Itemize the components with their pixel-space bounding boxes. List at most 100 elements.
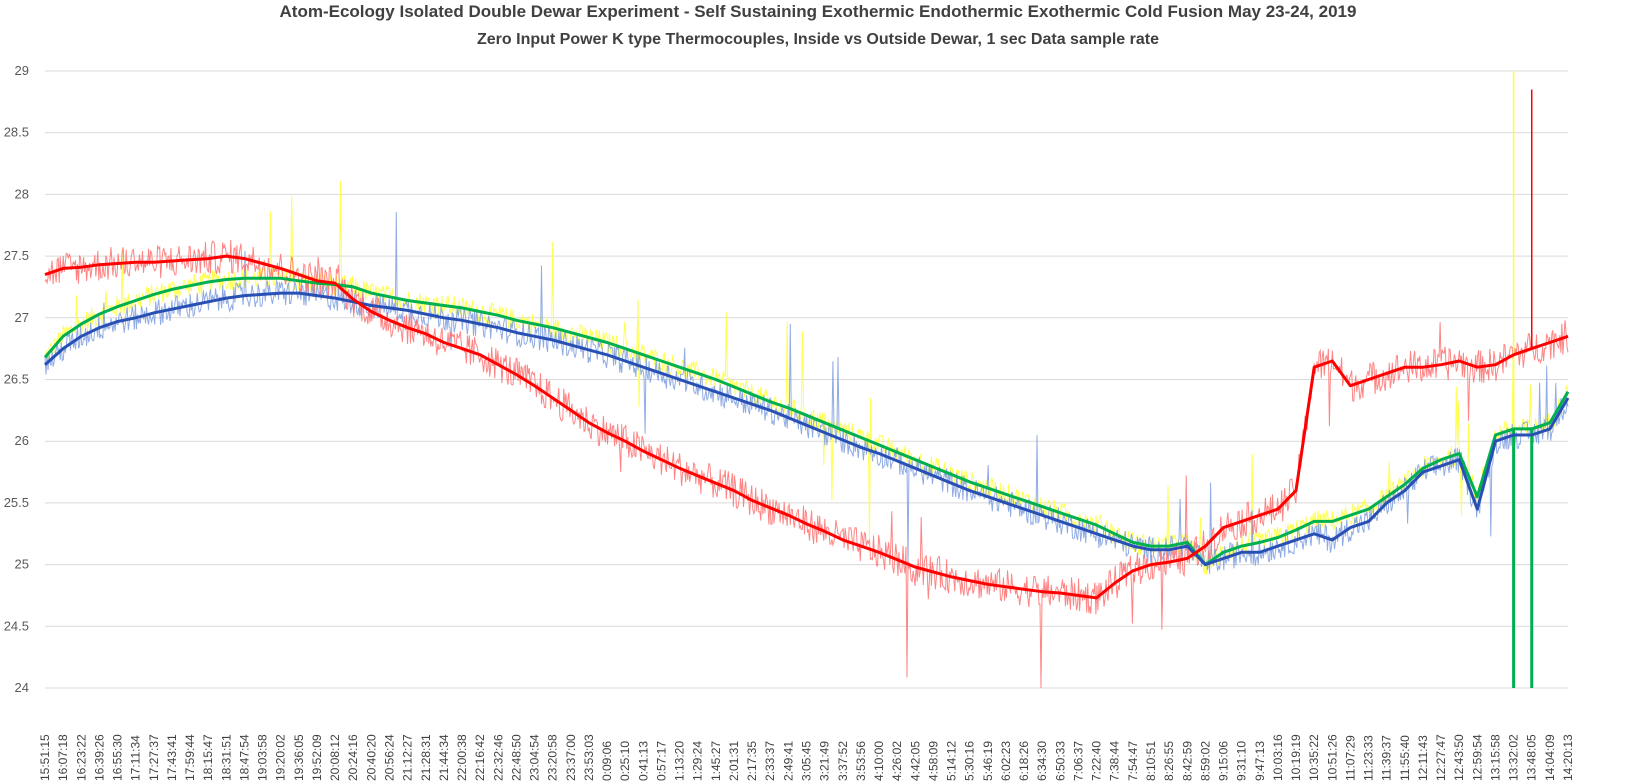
- x-tick-label: 8:26:55: [1162, 741, 1176, 781]
- x-tick-label: 17:43:41: [165, 734, 179, 781]
- x-tick-label: 0:25:10: [618, 741, 632, 781]
- x-tick-label: 11:39:37: [1380, 735, 1394, 781]
- x-tick-label: 3:37:52: [836, 741, 850, 781]
- x-tick-label: 8:59:02: [1198, 741, 1212, 781]
- x-tick-label: 16:55:30: [111, 734, 125, 781]
- x-tick-label: 3:21:49: [818, 741, 832, 781]
- x-tick-label: 5:46:19: [981, 741, 995, 781]
- x-tick-label: 17:11:34: [129, 735, 143, 781]
- x-tick-label: 14:04:09: [1543, 734, 1557, 781]
- x-tick-label: 19:03:58: [256, 734, 270, 781]
- x-tick-label: 23:04:54: [528, 734, 542, 781]
- x-tick-label: 23:53:03: [582, 734, 596, 781]
- average-series-1: [44, 291, 1570, 567]
- chart-subtitle: Zero Input Power K type Thermocouples, I…: [477, 31, 1159, 48]
- x-tick-label: 21:28:31: [419, 734, 433, 781]
- x-tick-label: 10:51:26: [1325, 734, 1339, 781]
- x-tick-label: 0:57:17: [654, 741, 668, 781]
- x-tick-label: 4:26:02: [890, 741, 904, 781]
- raw-series-0: [44, 239, 1569, 689]
- x-tick-label: 20:24:16: [346, 734, 360, 781]
- x-tick-label: 4:58:09: [926, 741, 940, 781]
- y-tick-label: 25.5: [4, 495, 29, 510]
- x-tick-label: 16:07:18: [56, 734, 70, 781]
- y-tick-label: 28.5: [4, 125, 29, 140]
- x-tick-label: 1:29:24: [691, 741, 705, 781]
- y-tick-label: 24: [15, 680, 29, 695]
- x-tick-label: 17:27:37: [147, 734, 161, 781]
- x-tick-label: 6:34:30: [1035, 741, 1049, 781]
- average-traces: [43, 254, 1570, 600]
- x-tick-label: 8:10:51: [1144, 741, 1158, 781]
- x-tick-label: 1:45:27: [709, 741, 723, 781]
- y-tick-label: 24.5: [4, 618, 29, 633]
- x-tick-label: 3:05:45: [800, 741, 814, 781]
- y-tick-label: 26: [15, 433, 29, 448]
- x-axis-ticks: 15:51:15 16:07:18 16:23:22 16:39:26 16:55:30…: [38, 734, 1575, 781]
- x-tick-label: 9:31:10: [1235, 741, 1249, 781]
- x-tick-label: 7:54:47: [1126, 741, 1140, 781]
- x-tick-label: 5:30:16: [963, 741, 977, 781]
- x-tick-label: 12:43:50: [1452, 734, 1466, 781]
- x-tick-label: 11:55:40: [1398, 735, 1412, 781]
- x-tick-label: 2:49:41: [781, 741, 795, 781]
- x-tick-label: 22:00:38: [455, 734, 469, 781]
- x-tick-label: 20:56:24: [382, 734, 396, 781]
- x-tick-label: 6:18:26: [1017, 741, 1031, 781]
- x-tick-label: 5:14:12: [945, 741, 959, 781]
- spikes: [1512, 71, 1534, 688]
- chart-title: Atom-Ecology Isolated Double Dewar Exper…: [280, 2, 1357, 21]
- x-tick-label: 0:41:13: [636, 741, 650, 781]
- x-tick-label: 18:15:47: [201, 734, 215, 781]
- x-tick-label: 7:38:44: [1108, 741, 1122, 781]
- x-tick-label: 19:20:02: [274, 734, 288, 781]
- x-tick-label: 11:23:33: [1362, 735, 1376, 781]
- y-tick-label: 27.5: [4, 248, 29, 263]
- x-tick-label: 9:47:13: [1253, 741, 1267, 781]
- x-tick-label: 10:19:19: [1289, 734, 1303, 781]
- average-series-2: [43, 276, 1570, 567]
- x-tick-label: 9:15:06: [1217, 741, 1231, 781]
- x-tick-label: 21:12:27: [401, 734, 415, 781]
- y-tick-label: 26.5: [4, 372, 29, 387]
- x-tick-label: 23:20:58: [546, 734, 560, 781]
- x-tick-label: 0:09:06: [600, 741, 614, 781]
- x-tick-label: 6:50:33: [1053, 741, 1067, 781]
- x-tick-label: 4:42:05: [908, 741, 922, 781]
- x-tick-label: 15:51:15: [38, 734, 52, 781]
- x-tick-label: 4:10:00: [872, 741, 886, 781]
- x-tick-label: 21:44:34: [437, 734, 451, 781]
- x-tick-label: 2:01:31: [727, 741, 741, 781]
- x-tick-label: 1:13:20: [673, 741, 687, 781]
- x-tick-label: 2:17:35: [745, 741, 759, 781]
- x-tick-label: 12:59:54: [1470, 734, 1484, 781]
- x-tick-label: 13:15:58: [1488, 734, 1502, 781]
- x-tick-label: 13:32:02: [1507, 734, 1521, 781]
- x-tick-label: 12:27:47: [1434, 734, 1448, 781]
- x-tick-label: 8:42:59: [1180, 741, 1194, 781]
- y-tick-label: 28: [15, 186, 29, 201]
- x-tick-label: 3:53:56: [854, 741, 868, 781]
- x-tick-label: 13:48:05: [1525, 734, 1539, 781]
- x-tick-label: 10:03:16: [1271, 734, 1285, 781]
- x-tick-label: 16:23:22: [74, 734, 88, 781]
- gridlines: [45, 70, 1568, 689]
- x-tick-label: 14:20:13: [1561, 734, 1575, 781]
- y-tick-label: 25: [15, 557, 29, 572]
- x-tick-label: 17:59:44: [183, 734, 197, 781]
- y-axis-ticks: 24 24.5 25 25.5 26 26.5 27 27.5 28 28.5 29: [4, 63, 29, 695]
- y-tick-label: 27: [15, 310, 29, 325]
- x-tick-label: 7:06:37: [1071, 741, 1085, 781]
- x-tick-label: 7:22:40: [1090, 741, 1104, 781]
- x-tick-label: 20:40:20: [364, 734, 378, 781]
- average-series-0: [44, 254, 1569, 600]
- x-tick-label: 19:52:09: [310, 734, 324, 781]
- x-tick-label: 12:11:43: [1416, 735, 1430, 781]
- x-tick-label: 10:35:22: [1307, 734, 1321, 781]
- x-tick-label: 20:08:12: [328, 734, 342, 781]
- x-tick-label: 22:32:46: [491, 734, 505, 781]
- x-tick-label: 19:36:05: [292, 734, 306, 781]
- x-tick-label: 18:31:51: [219, 734, 233, 781]
- x-tick-label: 2:33:37: [763, 741, 777, 781]
